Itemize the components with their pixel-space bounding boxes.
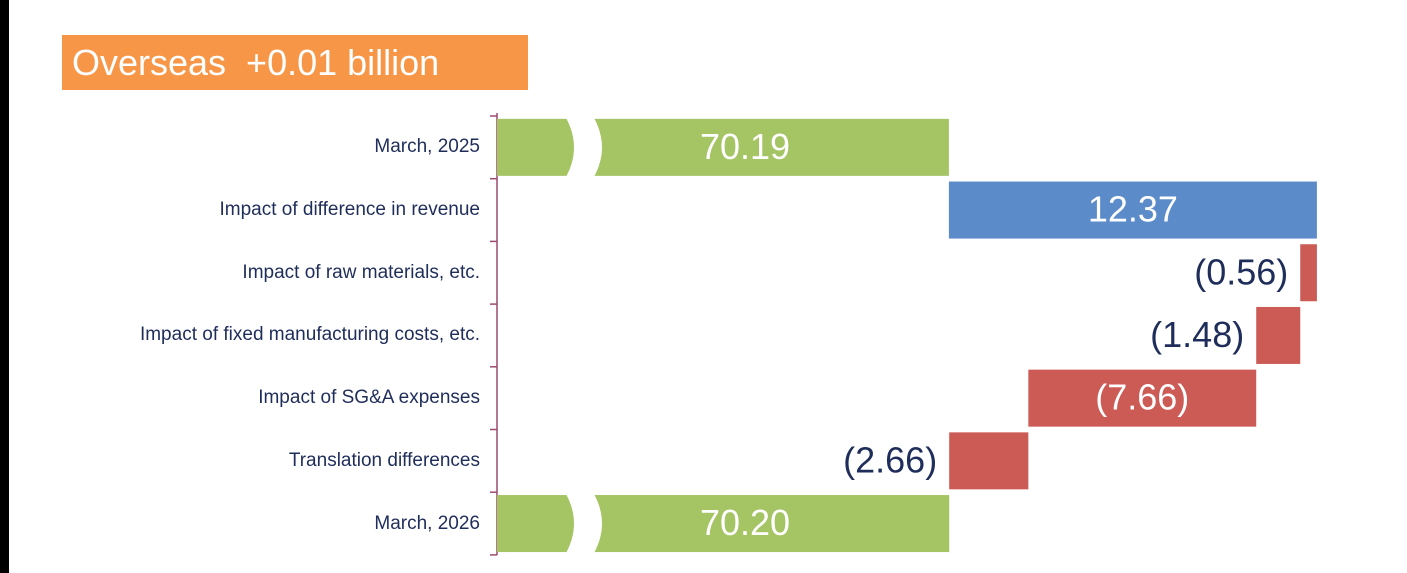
category-label: Impact of difference in revenue <box>219 199 480 221</box>
axis-break <box>566 117 602 177</box>
category-label: March, 2026 <box>374 512 480 534</box>
value-label: (1.48) <box>1150 314 1244 355</box>
bar <box>1256 306 1301 364</box>
bar <box>948 181 1317 239</box>
value-label: 70.20 <box>700 502 790 543</box>
category-label: March, 2025 <box>374 136 480 158</box>
category-label: Impact of raw materials, etc. <box>242 261 480 283</box>
category-label: Translation differences <box>288 449 480 471</box>
category-label: Impact of fixed manufacturing costs, etc… <box>139 324 480 346</box>
value-label: (0.56) <box>1194 251 1288 292</box>
bar <box>1300 244 1317 302</box>
value-label: 70.19 <box>700 126 790 167</box>
axis-break <box>566 494 602 554</box>
bar <box>949 432 1029 490</box>
value-label: (2.66) <box>843 439 937 480</box>
category-label: Impact of SG&A expenses <box>258 387 480 409</box>
bar <box>1028 369 1257 427</box>
left-border <box>0 0 9 573</box>
value-label: (7.66) <box>1095 377 1189 418</box>
chart-title: Overseas +0.01 billion <box>62 35 528 90</box>
value-label: 12.37 <box>1088 189 1178 230</box>
